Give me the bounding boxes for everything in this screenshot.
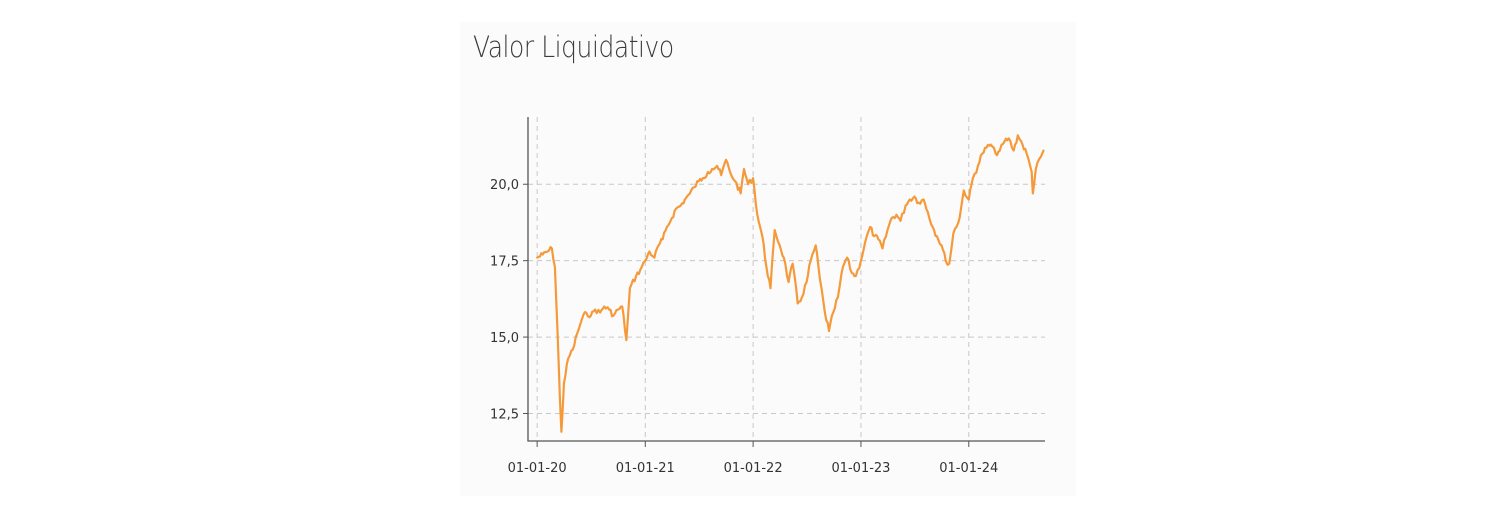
x-tick-label: 01-01-20 [508, 461, 567, 476]
y-tick-label: 12,5 [490, 407, 519, 422]
series-group [536, 134, 1045, 433]
y-tick-label: 15,0 [490, 331, 519, 346]
x-tick-label: 01-01-22 [724, 461, 783, 476]
y-tick-label: 17,5 [490, 255, 519, 270]
series-line [536, 134, 1045, 433]
x-tick-label: 01-01-24 [939, 461, 998, 476]
x-axis-ticks: 01-01-20 01-01-21 01-01-22 01-01-23 01-01-24 [508, 441, 998, 476]
chart-title: Valor Liquidativo [473, 30, 674, 64]
grid-lines [528, 117, 1045, 441]
y-axis-ticks: 12,5 15,0 17,5 20,0 [490, 178, 528, 422]
y-tick-label: 20,0 [490, 178, 519, 193]
axes [527, 117, 1045, 442]
x-tick-label: 01-01-23 [831, 461, 890, 476]
x-tick-label: 01-01-21 [616, 461, 675, 476]
axis-lines [527, 117, 1045, 442]
